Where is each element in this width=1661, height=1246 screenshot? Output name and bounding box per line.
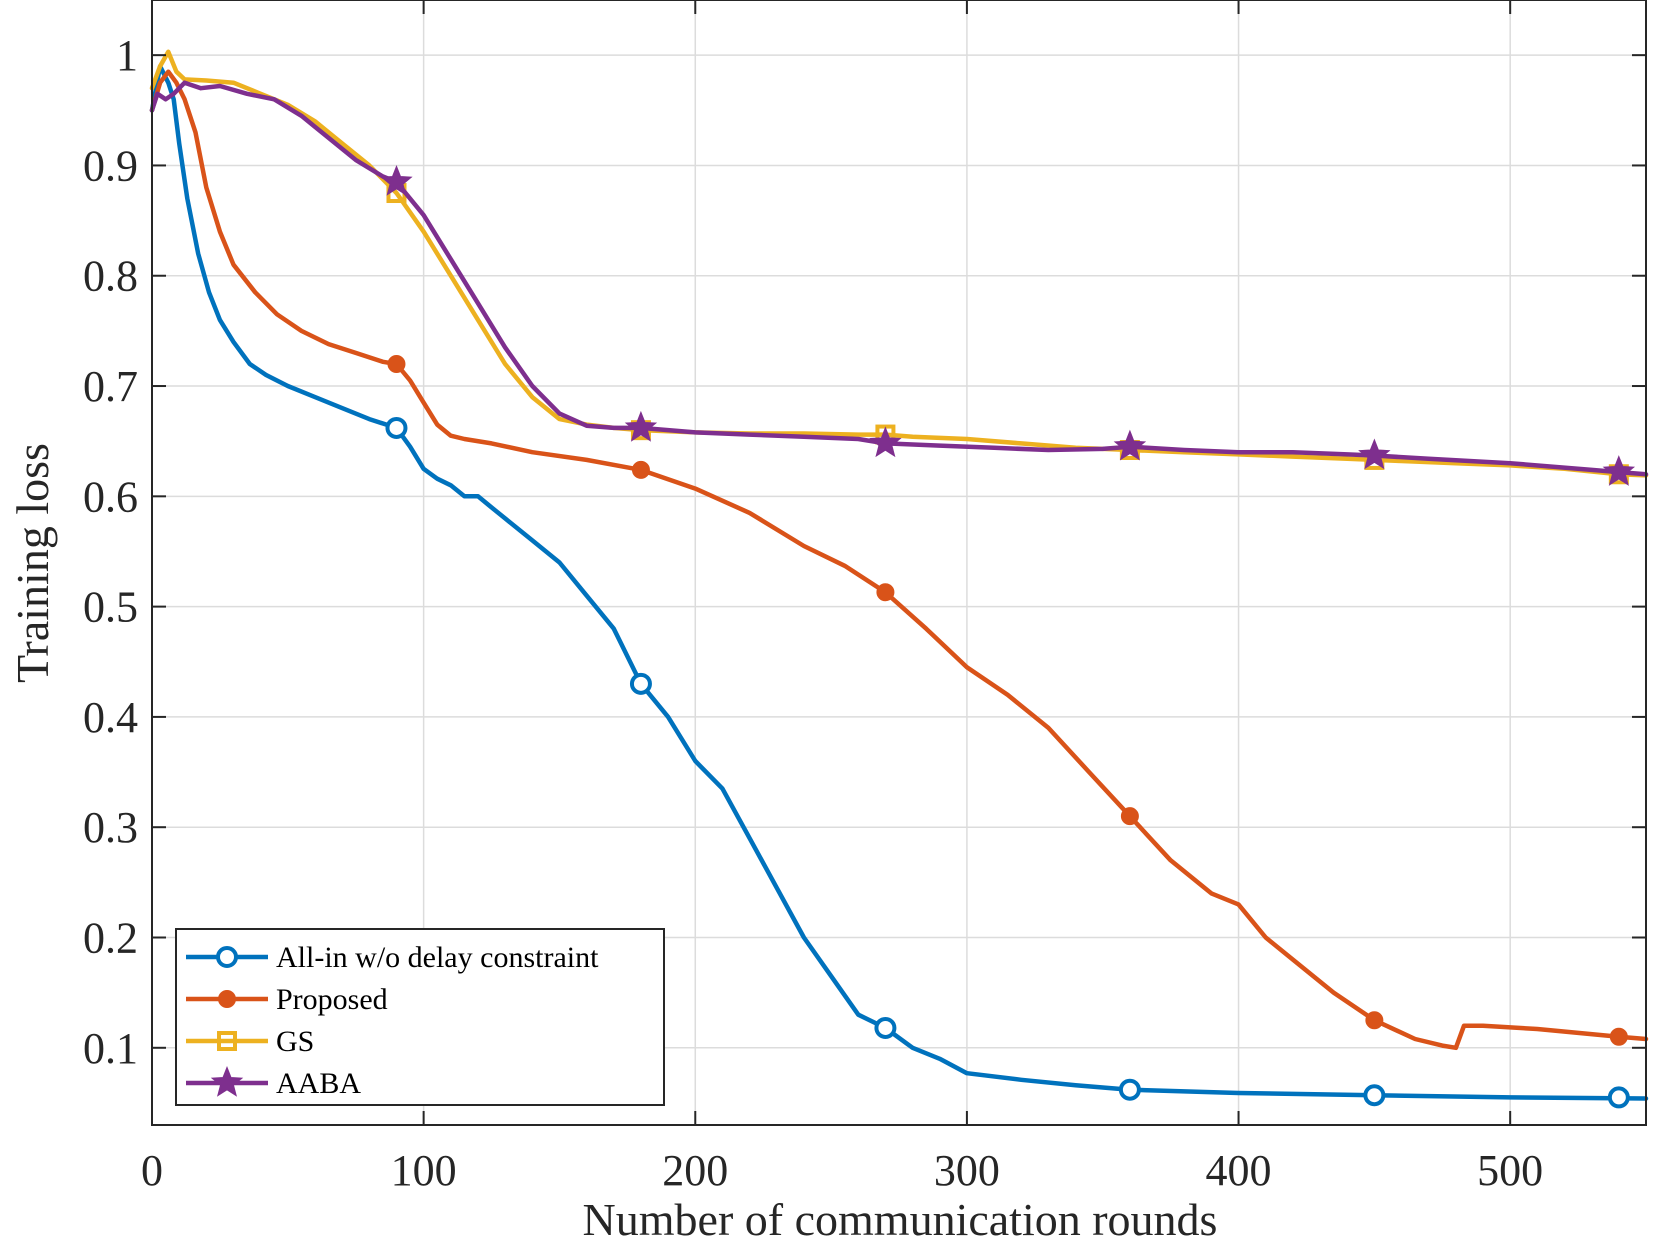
plot-series <box>149 49 1649 1109</box>
y-tick-label: 0.2 <box>83 914 138 963</box>
data-point-marker <box>1118 1078 1141 1101</box>
legend-marker <box>217 1031 237 1051</box>
series-aaba <box>149 80 1649 486</box>
data-point-marker <box>1609 1027 1628 1046</box>
data-point-marker <box>1363 1084 1386 1107</box>
series-line <box>149 80 1649 477</box>
y-tick-label: 0.4 <box>83 693 138 742</box>
data-point-marker <box>1602 455 1636 486</box>
data-point-marker <box>1358 438 1391 470</box>
legend-item: AABA <box>186 1065 361 1100</box>
data-point-marker <box>1113 429 1147 461</box>
x-tick-label: 300 <box>934 1146 1000 1195</box>
y-tick-label: 0.9 <box>83 141 138 190</box>
x-axis-title: Number of communication rounds <box>583 1194 1218 1245</box>
legend: All-in w/o delay constraint Proposed GS AAB… <box>175 928 665 1106</box>
data-point-marker <box>869 426 902 458</box>
x-tick-label: 100 <box>391 1146 457 1195</box>
legend-marker <box>216 946 238 968</box>
data-point-marker <box>1120 807 1139 826</box>
axes: 0 100 200 300 400 500 0.1 0.2 0.3 0.4 0.5 0.6 0.7 0.8… <box>83 0 1647 1195</box>
legend-marker <box>218 990 236 1008</box>
legend-marker <box>210 1065 244 1097</box>
data-point-marker <box>624 410 658 442</box>
legend-item: GS <box>186 1025 314 1058</box>
y-axis-title: Training loss <box>7 443 58 683</box>
data-point-marker <box>380 164 413 196</box>
legend-label: Proposed <box>276 983 388 1016</box>
y-tick-label: 0.1 <box>83 1024 138 1073</box>
data-point-marker <box>1365 1011 1384 1030</box>
axes-box <box>151 0 1647 1126</box>
series-line <box>149 63 1649 1101</box>
data-point-marker <box>385 416 408 439</box>
legend-label: AABA <box>276 1067 361 1100</box>
y-tick-label: 0.3 <box>83 803 138 852</box>
y-tick-label: 1 <box>116 31 138 80</box>
y-tick-label: 0.5 <box>83 583 138 632</box>
legend-label: All-in w/o delay constraint <box>276 941 599 974</box>
data-point-marker <box>629 672 652 695</box>
y-tick-label: 0.7 <box>83 362 138 411</box>
x-tick-label: 0 <box>141 1146 163 1195</box>
y-tick-label: 0.8 <box>83 252 138 301</box>
series-line <box>149 69 1649 1051</box>
series-proposed <box>149 69 1649 1051</box>
series-all-in-w-o-delay-constraint <box>149 63 1649 1109</box>
x-tick-label: 400 <box>1206 1146 1272 1195</box>
data-point-marker <box>387 354 406 373</box>
data-point-marker <box>874 1016 897 1039</box>
x-tick-label: 500 <box>1477 1146 1543 1195</box>
legend-item: All-in w/o delay constraint <box>186 941 599 974</box>
legend-label: GS <box>276 1025 314 1058</box>
data-point-marker <box>631 460 650 479</box>
y-tick-label: 0.6 <box>83 472 138 521</box>
x-tick-label: 200 <box>662 1146 728 1195</box>
legend-item: Proposed <box>186 983 388 1016</box>
data-point-marker <box>876 583 895 602</box>
data-point-marker <box>1607 1086 1630 1109</box>
